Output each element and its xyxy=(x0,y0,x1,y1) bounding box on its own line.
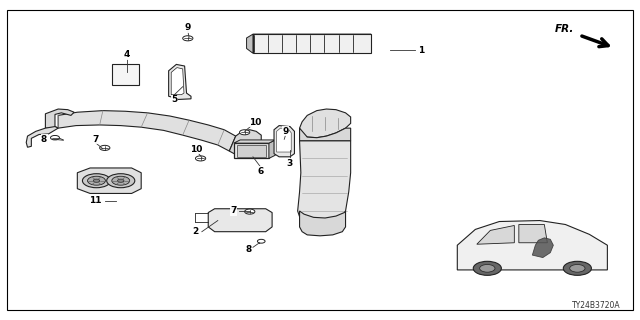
Polygon shape xyxy=(26,126,58,147)
Polygon shape xyxy=(169,64,191,100)
Text: 9: 9 xyxy=(184,23,191,32)
Polygon shape xyxy=(300,109,351,138)
Polygon shape xyxy=(519,225,547,243)
Polygon shape xyxy=(172,68,184,95)
Text: 3: 3 xyxy=(287,159,293,168)
Circle shape xyxy=(279,138,289,143)
Circle shape xyxy=(182,36,193,41)
Text: 4: 4 xyxy=(124,50,131,59)
Circle shape xyxy=(118,179,124,182)
Polygon shape xyxy=(234,140,275,143)
Circle shape xyxy=(473,261,501,275)
Polygon shape xyxy=(298,141,351,228)
Circle shape xyxy=(244,209,255,214)
Polygon shape xyxy=(458,220,607,270)
Text: 11: 11 xyxy=(89,196,102,205)
Polygon shape xyxy=(300,211,346,236)
Circle shape xyxy=(257,239,265,243)
Polygon shape xyxy=(269,140,275,158)
Polygon shape xyxy=(477,226,515,244)
Text: 8: 8 xyxy=(41,135,47,144)
Polygon shape xyxy=(45,109,74,128)
Text: 7: 7 xyxy=(92,135,99,144)
Circle shape xyxy=(51,135,60,140)
Polygon shape xyxy=(229,130,261,155)
Circle shape xyxy=(479,265,495,272)
Circle shape xyxy=(93,179,100,182)
Polygon shape xyxy=(77,168,141,194)
Bar xyxy=(113,64,140,85)
Polygon shape xyxy=(208,209,272,232)
Polygon shape xyxy=(276,128,291,152)
Circle shape xyxy=(100,145,110,150)
Polygon shape xyxy=(253,34,371,41)
Circle shape xyxy=(239,130,250,135)
Polygon shape xyxy=(246,34,253,53)
Bar xyxy=(237,145,266,157)
Polygon shape xyxy=(274,125,294,157)
Circle shape xyxy=(88,176,106,185)
Polygon shape xyxy=(58,111,236,151)
Text: 1: 1 xyxy=(418,45,424,55)
Polygon shape xyxy=(300,128,351,141)
Text: 9: 9 xyxy=(282,127,289,136)
Text: TY24B3720A: TY24B3720A xyxy=(572,301,620,310)
Text: 2: 2 xyxy=(193,227,198,236)
Polygon shape xyxy=(532,238,554,258)
Circle shape xyxy=(570,265,585,272)
Text: 5: 5 xyxy=(172,95,177,104)
Text: 7: 7 xyxy=(230,206,237,215)
Circle shape xyxy=(195,156,205,161)
Text: FR.: FR. xyxy=(555,24,574,34)
Text: 10: 10 xyxy=(249,118,261,127)
Circle shape xyxy=(563,261,591,275)
Circle shape xyxy=(83,174,111,188)
Circle shape xyxy=(107,174,135,188)
Text: 6: 6 xyxy=(257,167,264,176)
Text: 8: 8 xyxy=(245,245,252,254)
Polygon shape xyxy=(253,34,371,53)
Text: 10: 10 xyxy=(190,145,202,154)
Bar xyxy=(234,143,269,158)
Circle shape xyxy=(112,176,130,185)
